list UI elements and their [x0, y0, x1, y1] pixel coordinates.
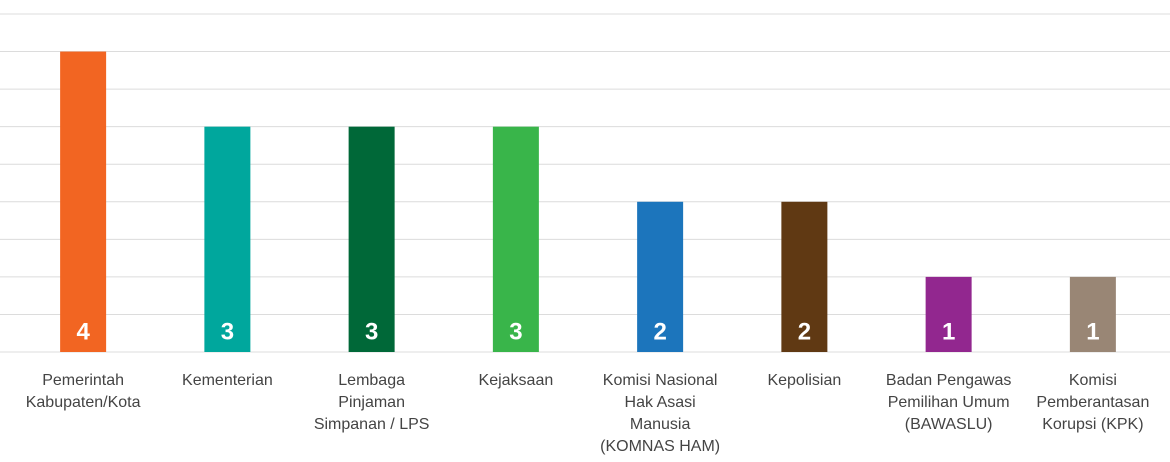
x-tick-label: Kepolisian	[767, 372, 842, 389]
bar	[348, 126, 395, 353]
bar	[204, 126, 251, 353]
value-label: 3	[221, 318, 234, 345]
value-label: 4	[76, 318, 90, 345]
bar	[781, 201, 828, 352]
value-label: 3	[365, 318, 378, 345]
bar	[492, 126, 539, 353]
x-tick-label: Komisi Pemberantasan Korupsi (KPK)	[1036, 372, 1150, 433]
value-label: 1	[942, 318, 955, 345]
x-tick-label: Lembaga Pinjaman Simpanan / LPS	[313, 372, 430, 433]
value-label: 3	[509, 318, 522, 345]
x-tick-label: Komisi Nasional Hak Asasi Manusia (KOMNA…	[600, 372, 721, 455]
bar	[637, 201, 684, 352]
bar	[1069, 276, 1116, 352]
x-tick-label: Pemerintah Kabupaten/Kota	[25, 372, 141, 411]
x-tick-label: Badan Pengawas Pemilihan Umum (BAWASLU)	[885, 372, 1012, 433]
value-label: 2	[653, 318, 666, 345]
bar	[60, 51, 107, 353]
x-tick-label: Kementerian	[182, 372, 273, 389]
x-tick-label: Kejaksaan	[478, 372, 554, 389]
value-label: 2	[798, 318, 811, 345]
value-label: 1	[1086, 318, 1099, 345]
bar	[925, 276, 972, 352]
